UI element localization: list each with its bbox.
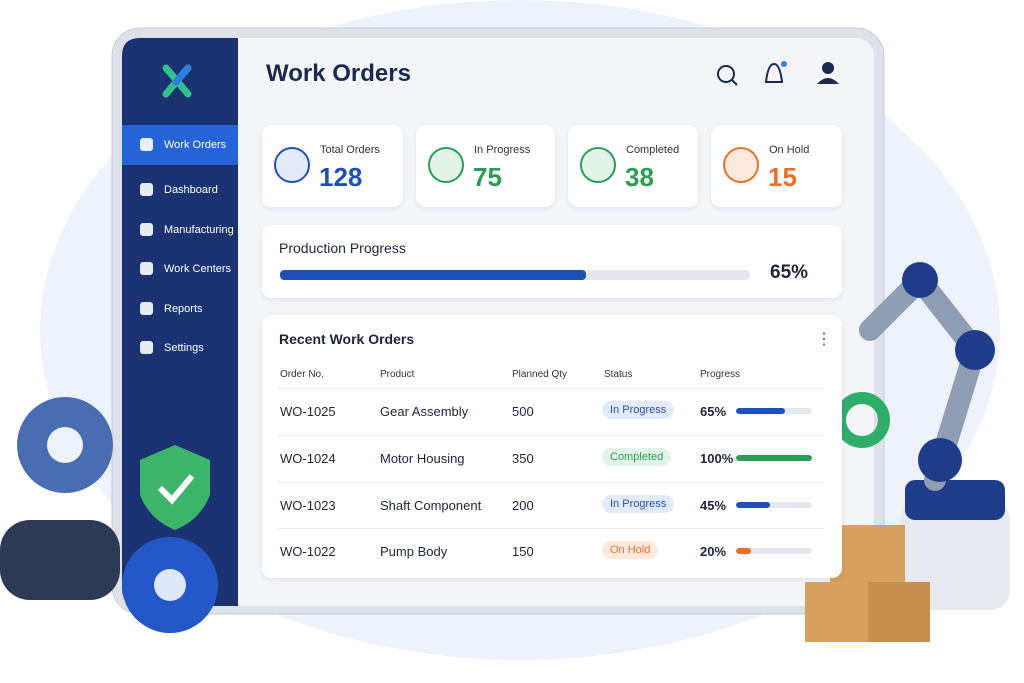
more-menu[interactable]: ⋮	[816, 331, 832, 348]
column-header: Planned Qty	[512, 369, 568, 380]
nav-icon	[140, 183, 153, 196]
nav-label: Reports	[164, 303, 203, 315]
progress-bar	[736, 502, 771, 508]
cell: WO-1024	[280, 451, 336, 466]
nav-item[interactable]: Work Centers	[122, 250, 238, 288]
column-header: Order No.	[280, 369, 324, 380]
progress-track	[736, 408, 812, 414]
status-pill: In Progress	[602, 495, 675, 513]
cell: Pump Body	[380, 544, 448, 559]
cell: WO-1022	[280, 544, 336, 559]
page-title: Work Orders	[266, 60, 411, 87]
column-header: Status	[604, 369, 633, 380]
nav-item[interactable]: Dashboard	[122, 171, 238, 209]
status-pill: Completed	[602, 448, 672, 466]
column-header: Progress	[700, 369, 741, 380]
nav-label: Dashboard	[164, 184, 218, 196]
progress-bar	[736, 455, 812, 461]
cell: 350	[512, 451, 534, 466]
production-card: Production Progress 65%	[262, 225, 842, 298]
stat-icon	[428, 147, 464, 183]
stat-icon	[580, 147, 616, 183]
progress-bar	[736, 548, 752, 554]
stat-label: Completed	[626, 144, 680, 156]
cell: Motor Housing	[380, 451, 465, 466]
status-pill: On Hold	[602, 541, 659, 559]
cell: Gear Assembly	[380, 404, 469, 419]
column-header: Product	[380, 369, 415, 380]
progress-track	[736, 548, 812, 554]
cell: WO-1025	[280, 404, 336, 419]
table-card: Recent Work Orders ⋮	[262, 315, 842, 578]
progress-label: 65%	[700, 404, 727, 419]
cell: WO-1023	[280, 498, 336, 513]
production-title: Production Progress	[279, 240, 406, 256]
progress-track	[736, 455, 812, 461]
nav-icon	[140, 302, 153, 315]
row-divider	[278, 388, 824, 389]
table-title: Recent Work Orders	[279, 331, 415, 347]
stat-value: 38	[625, 162, 654, 192]
progress-label: 65%	[770, 262, 809, 283]
stat-value: 15	[768, 162, 797, 192]
nav-label: Work Centers	[164, 263, 232, 275]
progress-label: 100%	[700, 451, 734, 466]
row-divider	[278, 435, 824, 436]
progress-track	[280, 270, 750, 280]
progress-bar	[736, 408, 786, 414]
stat-label: Total Orders	[320, 144, 380, 156]
nav-item[interactable]: Reports	[122, 290, 238, 328]
nav-icon	[140, 341, 153, 354]
stat-value: 128	[319, 162, 363, 192]
cell: 500	[512, 404, 534, 419]
nav-label: Manufacturing	[164, 224, 234, 236]
row-divider	[278, 528, 824, 529]
cell: 150	[512, 544, 534, 559]
stat-label: On Hold	[769, 144, 810, 156]
nav-item[interactable]: Work Orders	[122, 126, 238, 164]
nav-item[interactable]: Settings	[122, 329, 238, 367]
nav-icon	[140, 223, 153, 236]
stat-icon	[274, 147, 310, 183]
stat-value: 75	[473, 162, 502, 192]
progress-track	[736, 502, 812, 508]
progress-label: 45%	[700, 498, 727, 513]
progress-bar	[280, 270, 586, 280]
status-pill: In Progress	[602, 401, 675, 419]
nav-label: Settings	[164, 342, 204, 354]
progress-label: 20%	[700, 544, 727, 559]
stat-icon	[723, 147, 759, 183]
nav-icon	[140, 138, 153, 151]
row-divider	[278, 482, 824, 483]
stat-label: In Progress	[474, 144, 531, 156]
cell: Shaft Component	[380, 498, 482, 513]
cell: 200	[512, 498, 534, 513]
nav-icon	[140, 262, 153, 275]
nav-label: Work Orders	[164, 139, 227, 151]
nav-item[interactable]: Manufacturing	[122, 211, 238, 249]
